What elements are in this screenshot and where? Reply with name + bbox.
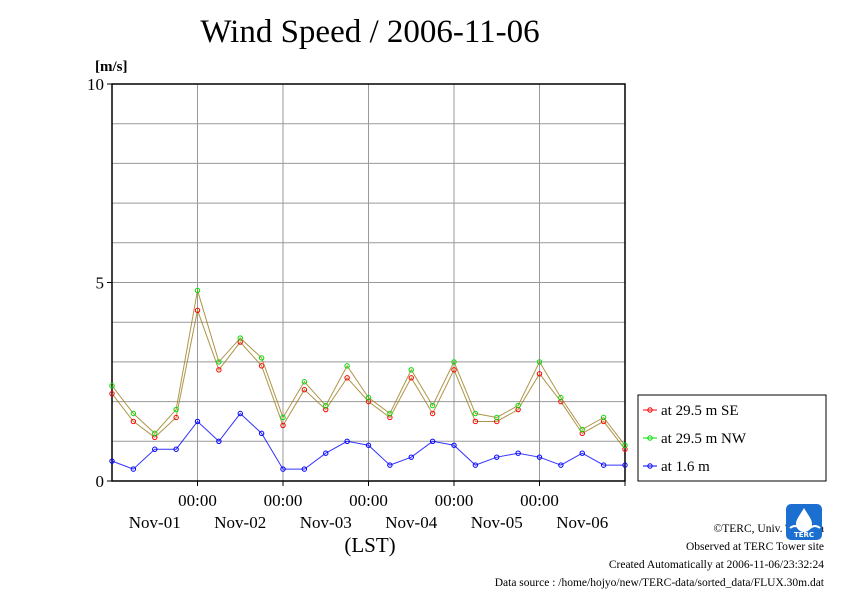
data-point — [109, 390, 115, 397]
legend-label: at 29.5 m NW — [661, 431, 747, 447]
logo-text: TERC — [794, 531, 814, 539]
data-point — [216, 438, 222, 444]
created-text: Created Automatically at 2006-11-06/23:3… — [608, 559, 824, 571]
data-point — [216, 359, 222, 365]
data-point — [301, 466, 308, 472]
data-point — [194, 287, 201, 294]
data-point — [622, 462, 628, 468]
data-point — [280, 422, 286, 429]
data-point — [494, 454, 500, 460]
x-tick-time-label: 00:00 — [435, 491, 474, 510]
data-point — [472, 462, 479, 468]
data-point — [173, 414, 179, 421]
copyright-text: ©TERC, Univ. Tsukuba — [713, 523, 824, 535]
data-point — [579, 450, 585, 456]
legend-swatch-marker — [647, 463, 653, 469]
data-point — [600, 462, 607, 468]
data-point — [194, 418, 201, 425]
data-point — [536, 454, 543, 460]
data-point — [258, 430, 265, 437]
observed-text: Observed at TERC Tower site — [685, 541, 824, 553]
data-point — [494, 414, 500, 421]
data-point — [323, 450, 329, 456]
data-point — [301, 386, 308, 393]
legend-swatch-marker — [647, 435, 653, 441]
x-tick-date-label: Nov-03 — [300, 513, 352, 532]
data-point — [558, 462, 564, 468]
data-point — [429, 438, 436, 444]
data-point — [237, 410, 243, 417]
legend — [637, 394, 827, 482]
data-point — [472, 410, 479, 417]
data-point — [344, 375, 350, 381]
data-point — [237, 335, 243, 341]
x-tick-time-label: 00:00 — [264, 491, 303, 510]
data-point — [152, 446, 158, 452]
data-point — [472, 418, 479, 425]
x-tick-date-label: Nov-02 — [214, 513, 266, 532]
data-point — [536, 371, 543, 377]
data-point — [130, 410, 137, 417]
data-point — [365, 442, 372, 448]
data-point — [387, 462, 393, 468]
data-point — [408, 454, 414, 460]
x-tick-date-label: Nov-04 — [385, 513, 437, 532]
credits: ©TERC, Univ. Tsukuba Observed at TERC To… — [495, 520, 824, 592]
data-point — [216, 367, 222, 373]
data-point — [451, 442, 457, 448]
data-point — [194, 307, 201, 313]
data-point — [130, 418, 137, 425]
x-tick-date-label: Nov-05 — [471, 513, 523, 532]
y-tick-label: 0 — [96, 472, 105, 491]
series-line — [111, 412, 625, 470]
data-point — [152, 430, 158, 437]
y-tick-label: 10 — [87, 75, 104, 94]
data-point — [515, 450, 521, 456]
series-line — [111, 308, 626, 450]
data-point — [301, 379, 308, 385]
data-point — [387, 410, 393, 417]
data-point — [429, 402, 436, 409]
data-point — [109, 458, 115, 464]
data-point — [280, 466, 286, 472]
legend-label: at 1.6 m — [661, 459, 710, 475]
legend-label: at 29.5 m SE — [661, 403, 739, 419]
x-tick-time-label: 00:00 — [520, 491, 559, 510]
x-tick-date-label: Nov-06 — [556, 513, 608, 532]
data-point — [344, 363, 350, 369]
y-axis-label: [m/s] — [95, 59, 128, 75]
data-point — [173, 406, 179, 413]
data-point — [408, 367, 414, 373]
data-point — [451, 359, 457, 365]
data-point — [130, 466, 137, 472]
data-point — [258, 355, 265, 361]
series-line — [111, 290, 626, 446]
chart-title: Wind Speed / 2006-11-06 — [200, 14, 540, 50]
data-point — [579, 426, 585, 433]
data-point — [558, 394, 564, 401]
data-point — [173, 446, 179, 452]
x-tick-time-label: 00:00 — [178, 491, 217, 510]
y-tick-label: 5 — [96, 274, 105, 293]
data-point — [408, 375, 414, 381]
data-point — [515, 402, 521, 409]
data-point — [109, 383, 115, 389]
data-point — [344, 438, 350, 444]
source-text: Data source : /home/hojyo/new/TERC-data/… — [494, 577, 824, 589]
x-tick-time-label: 00:00 — [349, 491, 388, 510]
data-point — [451, 367, 457, 373]
x-axis-label: (LST) — [344, 533, 395, 557]
data-point — [600, 414, 607, 421]
data-point — [323, 402, 329, 409]
data-point — [536, 359, 543, 365]
legend-swatch-marker — [647, 407, 653, 413]
terc-logo: TERC — [786, 504, 822, 540]
data-point — [429, 410, 436, 417]
data-point — [258, 363, 265, 369]
data-point — [365, 394, 372, 401]
data-point — [622, 442, 628, 448]
data-point — [280, 414, 286, 421]
x-tick-date-label: Nov-01 — [129, 513, 181, 532]
